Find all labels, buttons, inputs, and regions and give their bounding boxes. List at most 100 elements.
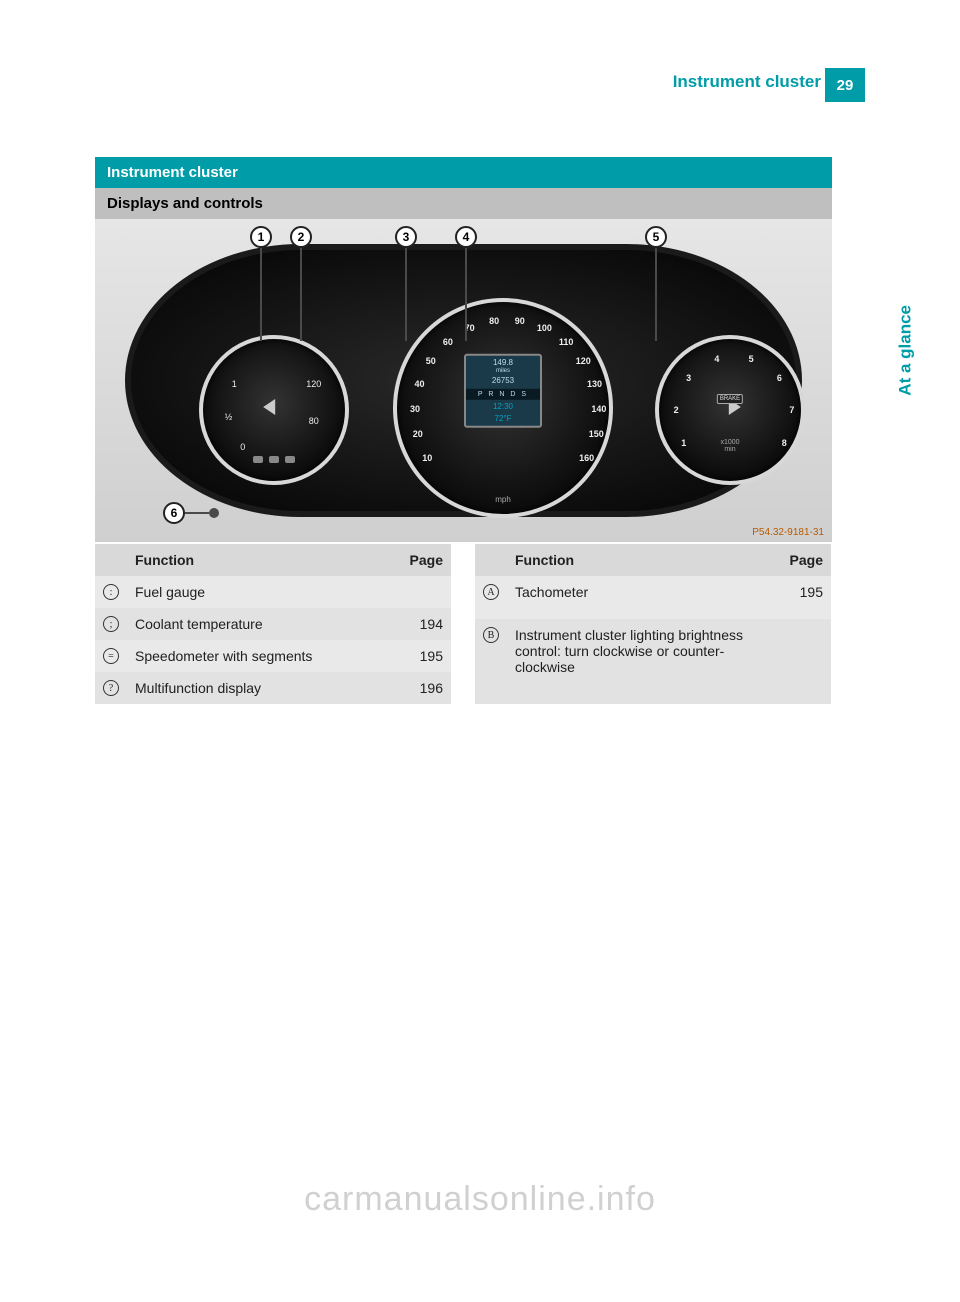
watermark: carmanualsonline.info <box>304 1180 656 1219</box>
cluster-diagram: 1 ½ 0 120 80 102030405060708090100110120… <box>95 219 832 542</box>
dashboard-shell: 1 ½ 0 120 80 102030405060708090100110120… <box>125 244 802 517</box>
tach-tick-label: 8 <box>782 438 787 448</box>
callout-bubble-1: 1 <box>250 226 272 248</box>
col-page: Page <box>771 544 831 576</box>
callout-line <box>465 241 467 341</box>
fuel-gauge: 1 ½ 0 120 80 <box>199 335 349 485</box>
row-index: : <box>95 576 127 608</box>
row-index: = <box>95 640 127 672</box>
table-row: ATachometer195 <box>475 576 831 619</box>
tach-tick-label: 6 <box>777 373 782 383</box>
speedo-tick-label: 110 <box>559 337 574 347</box>
speedo-tick-label: 160 <box>579 453 594 463</box>
callout-line <box>655 241 657 341</box>
tach-tick-label: 7 <box>789 405 794 415</box>
speedo-tick-label: 90 <box>515 316 525 326</box>
speedo-tick-label: 40 <box>414 379 424 389</box>
side-tab-label: At a glance <box>896 305 916 396</box>
col-function: Function <box>127 544 391 576</box>
speedo-tick-label: 50 <box>426 356 436 366</box>
speedo-tick-label: 20 <box>413 429 423 439</box>
table-row: :Fuel gauge <box>95 576 451 608</box>
callout-6-dot <box>209 508 219 518</box>
turn-left-icon <box>263 399 275 415</box>
headlight-icon <box>253 456 263 463</box>
row-index: ? <box>95 672 127 704</box>
tach-tick-label: 4 <box>714 354 719 364</box>
row-page: 195 <box>391 640 451 672</box>
function-tables: Function Page :Fuel gauge;Coolant temper… <box>95 544 832 704</box>
row-index: B <box>475 619 507 704</box>
fuel-mark-full: 1 <box>232 379 237 389</box>
col-page: Page <box>391 544 451 576</box>
function-table-right: Function Page ATachometer195BInstrument … <box>475 544 831 704</box>
brake-indicator: BRAKE <box>717 394 743 404</box>
multifunction-display: 149.8 miles 26753 P R N D S 12:30 72°F <box>464 354 542 428</box>
coolant-80: 80 <box>309 416 319 426</box>
table-row: ;Coolant temperature194 <box>95 608 451 640</box>
fuel-mark-half: ½ <box>225 412 233 422</box>
speedo-tick-label: 30 <box>410 404 420 414</box>
row-function: Multifunction display <box>127 672 391 704</box>
table-row: =Speedometer with segments195 <box>95 640 451 672</box>
speedo-tick-label: 150 <box>589 429 604 439</box>
row-function: Fuel gauge <box>127 576 391 608</box>
speedo-unit: mph <box>495 495 511 504</box>
callout-bubble-6: 6 <box>163 502 185 524</box>
mfd-odo: 26753 <box>466 376 540 386</box>
row-page: 196 <box>391 672 451 704</box>
mfd-time: 12:30 <box>466 401 540 411</box>
coolant-120: 120 <box>306 379 321 389</box>
row-function: Coolant temperature <box>127 608 391 640</box>
table-row: ?Multifunction display196 <box>95 672 451 704</box>
mfd-gear: P R N D S <box>466 388 540 399</box>
table-row: BInstrument cluster lighting brightness … <box>475 619 831 704</box>
section-title: Instrument cluster <box>95 157 832 188</box>
mfd-trip-unit: miles <box>466 368 540 376</box>
callout-bubble-3: 3 <box>395 226 417 248</box>
row-index: A <box>475 576 507 619</box>
page-number: 29 <box>825 68 865 102</box>
callout-6-line <box>185 512 209 514</box>
row-page <box>771 619 831 704</box>
col-blank <box>475 544 507 576</box>
tach-tick-label: 2 <box>674 405 679 415</box>
row-page: 195 <box>771 576 831 619</box>
callout-line <box>405 241 407 341</box>
col-blank <box>95 544 127 576</box>
highbeam-icon <box>269 456 279 463</box>
page-header: Instrument cluster 29 <box>95 68 865 102</box>
speedo-tick-label: 120 <box>576 356 591 366</box>
mfd-trip: 149.8 <box>466 358 540 368</box>
callout-6: 6 <box>163 502 219 524</box>
tach-tick-label: 5 <box>749 354 754 364</box>
sub-section-title: Displays and controls <box>95 188 832 219</box>
image-reference: P54.32-9181-31 <box>752 527 824 538</box>
speedometer-gauge: 102030405060708090100110120130140150160 … <box>393 298 613 518</box>
function-table-left: Function Page :Fuel gauge;Coolant temper… <box>95 544 451 704</box>
row-index: ; <box>95 608 127 640</box>
indicator-row <box>253 456 295 463</box>
row-function: Instrument cluster lighting brightness c… <box>507 619 771 704</box>
fuel-mark-empty: 0 <box>240 442 245 452</box>
mfd-temp: 72°F <box>466 414 540 424</box>
header-title: Instrument cluster <box>673 72 821 92</box>
callout-line <box>300 241 302 341</box>
tach-tick-label: 3 <box>686 373 691 383</box>
row-function: Speedometer with segments <box>127 640 391 672</box>
row-page: 194 <box>391 608 451 640</box>
tachometer-gauge: BRAKE 12345678 x1000min <box>655 335 805 485</box>
callout-bubble-4: 4 <box>455 226 477 248</box>
speedo-tick-label: 100 <box>537 323 552 333</box>
speedo-tick-label: 60 <box>443 337 453 347</box>
speedo-tick-label: 130 <box>587 379 602 389</box>
foglight-icon <box>285 456 295 463</box>
row-function: Tachometer <box>507 576 771 619</box>
speedo-tick-label: 140 <box>591 404 606 414</box>
speedo-tick-label: 80 <box>489 316 499 326</box>
tach-tick-label: 1 <box>681 438 686 448</box>
callout-bubble-5: 5 <box>645 226 667 248</box>
row-page <box>391 576 451 608</box>
speedo-tick-label: 10 <box>422 453 432 463</box>
callout-bubble-2: 2 <box>290 226 312 248</box>
